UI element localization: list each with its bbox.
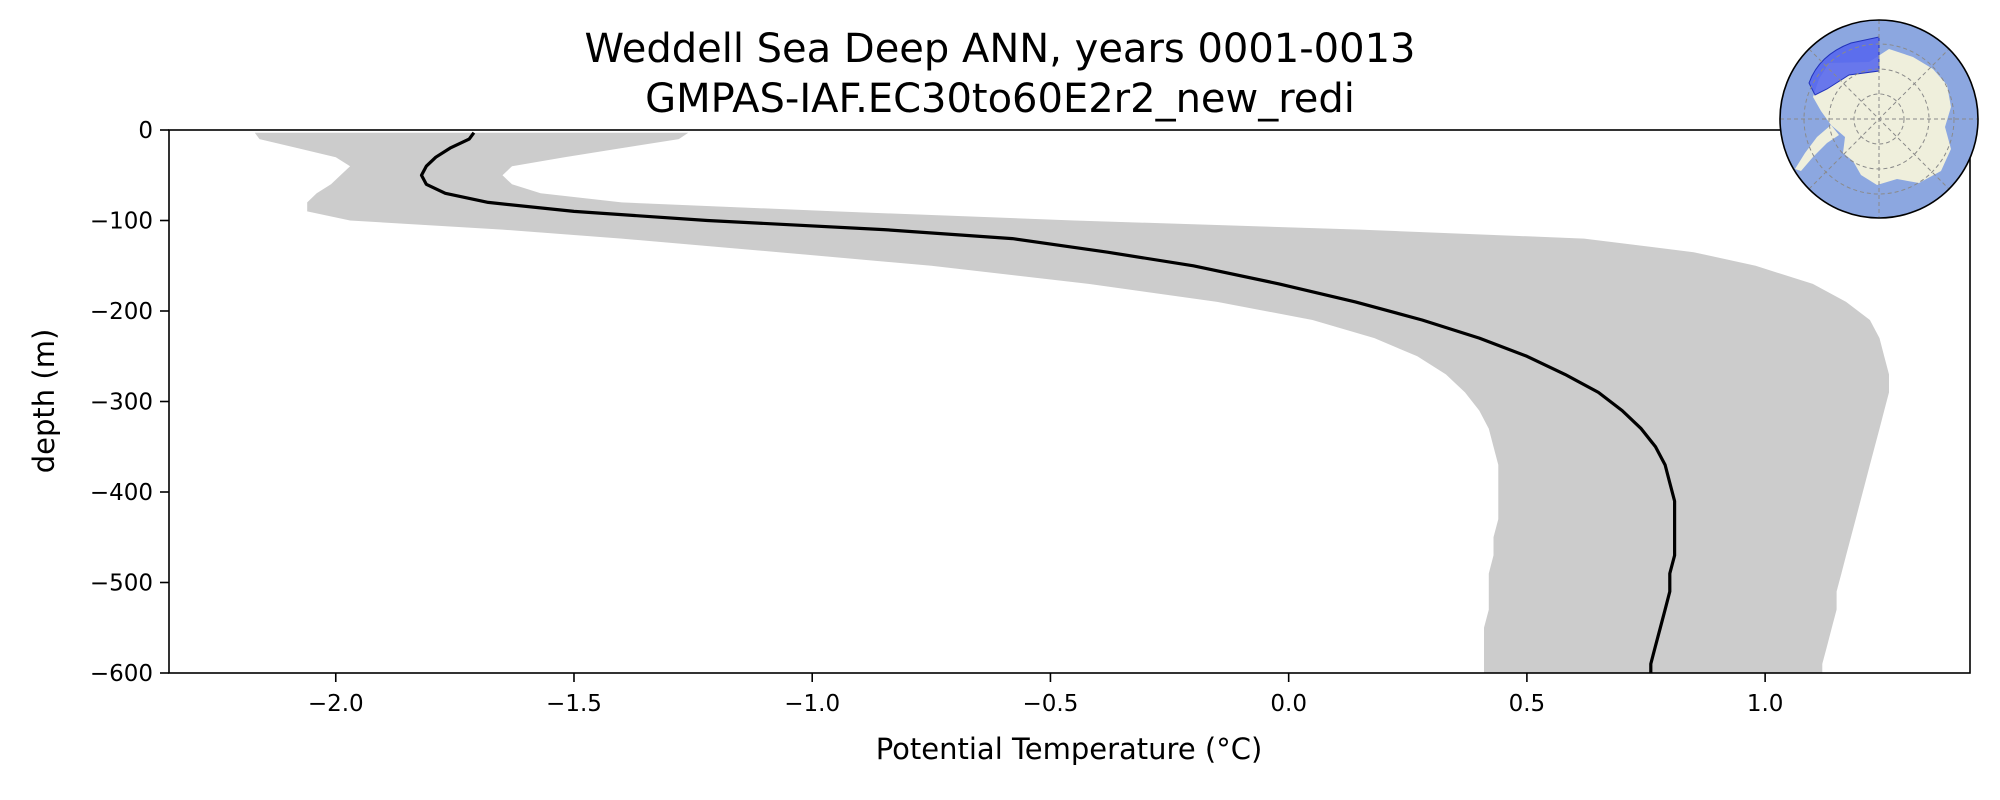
- y-tick-label: −200: [90, 299, 153, 325]
- map-outline: [1779, 19, 1979, 219]
- x-tick-label: 0.0: [1270, 691, 1307, 717]
- y-axis: 0 −100 −200 −300 −400 −500 −600: [90, 118, 169, 687]
- uncertainty-band-layer: [254, 132, 1889, 673]
- mean-profile-line: [419, 131, 1677, 673]
- x-axis-label: Potential Temperature (°C): [876, 732, 1263, 766]
- x-tick-label: 1.0: [1747, 691, 1784, 717]
- antarctica-land: [1813, 49, 1951, 185]
- y-axis-label: depth (m): [27, 329, 61, 474]
- y-tick-label: −500: [90, 571, 153, 597]
- antarctic-peninsula: [1795, 125, 1839, 171]
- x-tick-label: −1.5: [546, 691, 602, 717]
- weddell-sea-region: [1808, 36, 1880, 96]
- x-tick-label: −2.0: [308, 691, 364, 717]
- y-tick-label: −400: [90, 480, 153, 506]
- uncertainty-band: [254, 132, 1889, 673]
- x-axis: −2.0 −1.5 −1.0 −0.5 0.0 0.5 1.0: [308, 673, 1784, 717]
- y-tick-label: −300: [90, 390, 153, 416]
- map-graticule: [1780, 20, 1978, 218]
- x-tick-label: 0.5: [1509, 691, 1546, 717]
- chart-title: Weddell Sea Deep ANN, years 0001-0013: [585, 26, 1416, 72]
- y-tick-label: −100: [90, 209, 153, 235]
- antarctica-inset-map: [1779, 19, 1979, 219]
- plot-area: [168, 129, 1971, 674]
- y-tick-label: 0: [138, 118, 153, 144]
- chart-subtitle: GMPAS-IAF.EC30to60E2r2_new_redi: [645, 76, 1355, 122]
- x-tick-label: −1.0: [784, 691, 840, 717]
- mean-profile-layer: [419, 131, 1677, 673]
- x-tick-label: −0.5: [1023, 691, 1079, 717]
- y-tick-label: −600: [90, 661, 153, 687]
